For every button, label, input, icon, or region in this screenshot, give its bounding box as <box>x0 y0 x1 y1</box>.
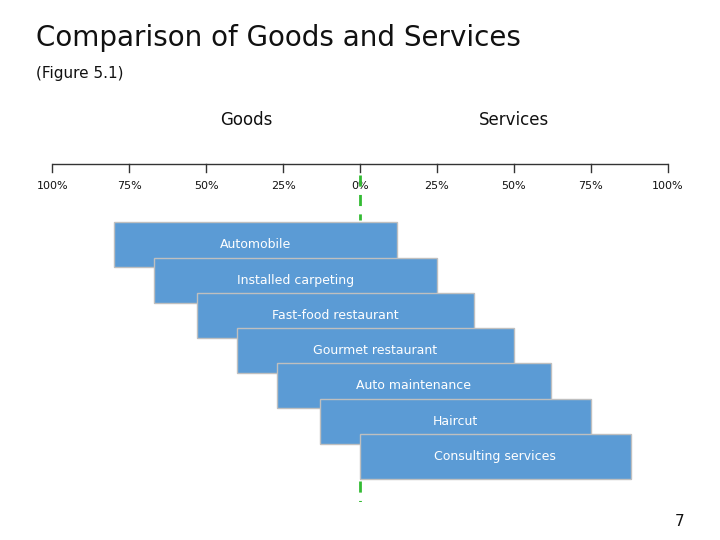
Text: 75%: 75% <box>578 181 603 191</box>
FancyBboxPatch shape <box>237 328 514 373</box>
Text: 100%: 100% <box>37 181 68 191</box>
FancyBboxPatch shape <box>114 222 397 267</box>
Text: 7: 7 <box>675 514 684 529</box>
Text: Gourmet restaurant: Gourmet restaurant <box>313 344 438 357</box>
Text: 25%: 25% <box>271 181 295 191</box>
Text: Comparison of Goods and Services: Comparison of Goods and Services <box>36 24 521 52</box>
Text: Goods: Goods <box>220 111 272 129</box>
Text: 50%: 50% <box>194 181 218 191</box>
Text: Fast-food restaurant: Fast-food restaurant <box>272 309 399 322</box>
Text: Haircut: Haircut <box>433 415 478 428</box>
Text: 0%: 0% <box>351 181 369 191</box>
Text: 75%: 75% <box>117 181 142 191</box>
FancyBboxPatch shape <box>197 293 474 338</box>
FancyBboxPatch shape <box>277 363 551 408</box>
Text: Automobile: Automobile <box>220 239 291 252</box>
FancyBboxPatch shape <box>360 434 631 479</box>
Text: Consulting services: Consulting services <box>434 450 557 463</box>
Text: Auto maintenance: Auto maintenance <box>356 379 472 392</box>
FancyBboxPatch shape <box>154 258 437 302</box>
FancyBboxPatch shape <box>320 399 590 443</box>
Text: Installed carpeting: Installed carpeting <box>237 274 354 287</box>
Text: 50%: 50% <box>502 181 526 191</box>
Text: (Figure 5.1): (Figure 5.1) <box>36 66 124 81</box>
Text: 100%: 100% <box>652 181 683 191</box>
Text: 25%: 25% <box>425 181 449 191</box>
Text: Services: Services <box>479 111 549 129</box>
